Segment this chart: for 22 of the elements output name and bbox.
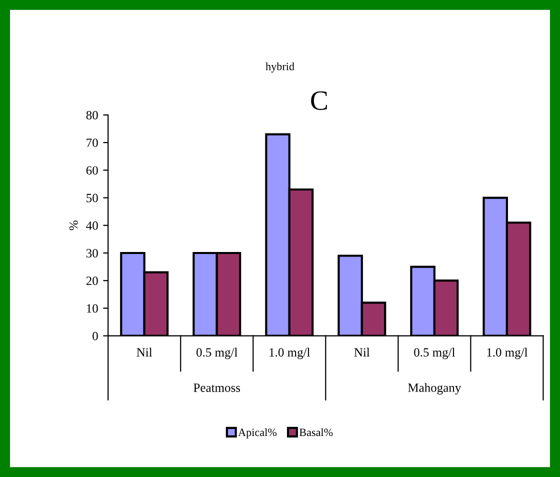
x-tick-label: 1.0 mg/l <box>270 348 310 360</box>
y-tick-label: 50 <box>86 194 98 202</box>
legend-label: Apical% <box>238 428 277 438</box>
y-tick-label: 60 <box>86 166 98 175</box>
x-tick-label: Nil <box>136 348 152 356</box>
x-tick-label: 0.5 mg/l <box>414 348 456 360</box>
y-tick-label: 10 <box>86 304 98 313</box>
x-tick-label: 1.0 mg/l <box>487 348 528 360</box>
y-tick-label: 70 <box>86 138 98 148</box>
y-tick-label: 80 <box>86 110 98 120</box>
text: Peatmoss <box>194 384 240 392</box>
chart-title: hybrid <box>266 62 294 73</box>
text: Mahogany <box>408 383 462 394</box>
text: C <box>311 91 327 110</box>
y-tick-label: 30 <box>86 249 98 258</box>
y-tick-label: 0 <box>92 332 98 340</box>
x-tick-label: Nil <box>354 348 370 356</box>
legend-label: Basal% <box>299 428 333 436</box>
y-tick-label: 40 <box>86 221 98 230</box>
y-tick-label: 20 <box>86 276 98 286</box>
x-tick-label: 0.5 mg/l <box>196 348 238 360</box>
y-axis-title: % <box>69 220 78 230</box>
